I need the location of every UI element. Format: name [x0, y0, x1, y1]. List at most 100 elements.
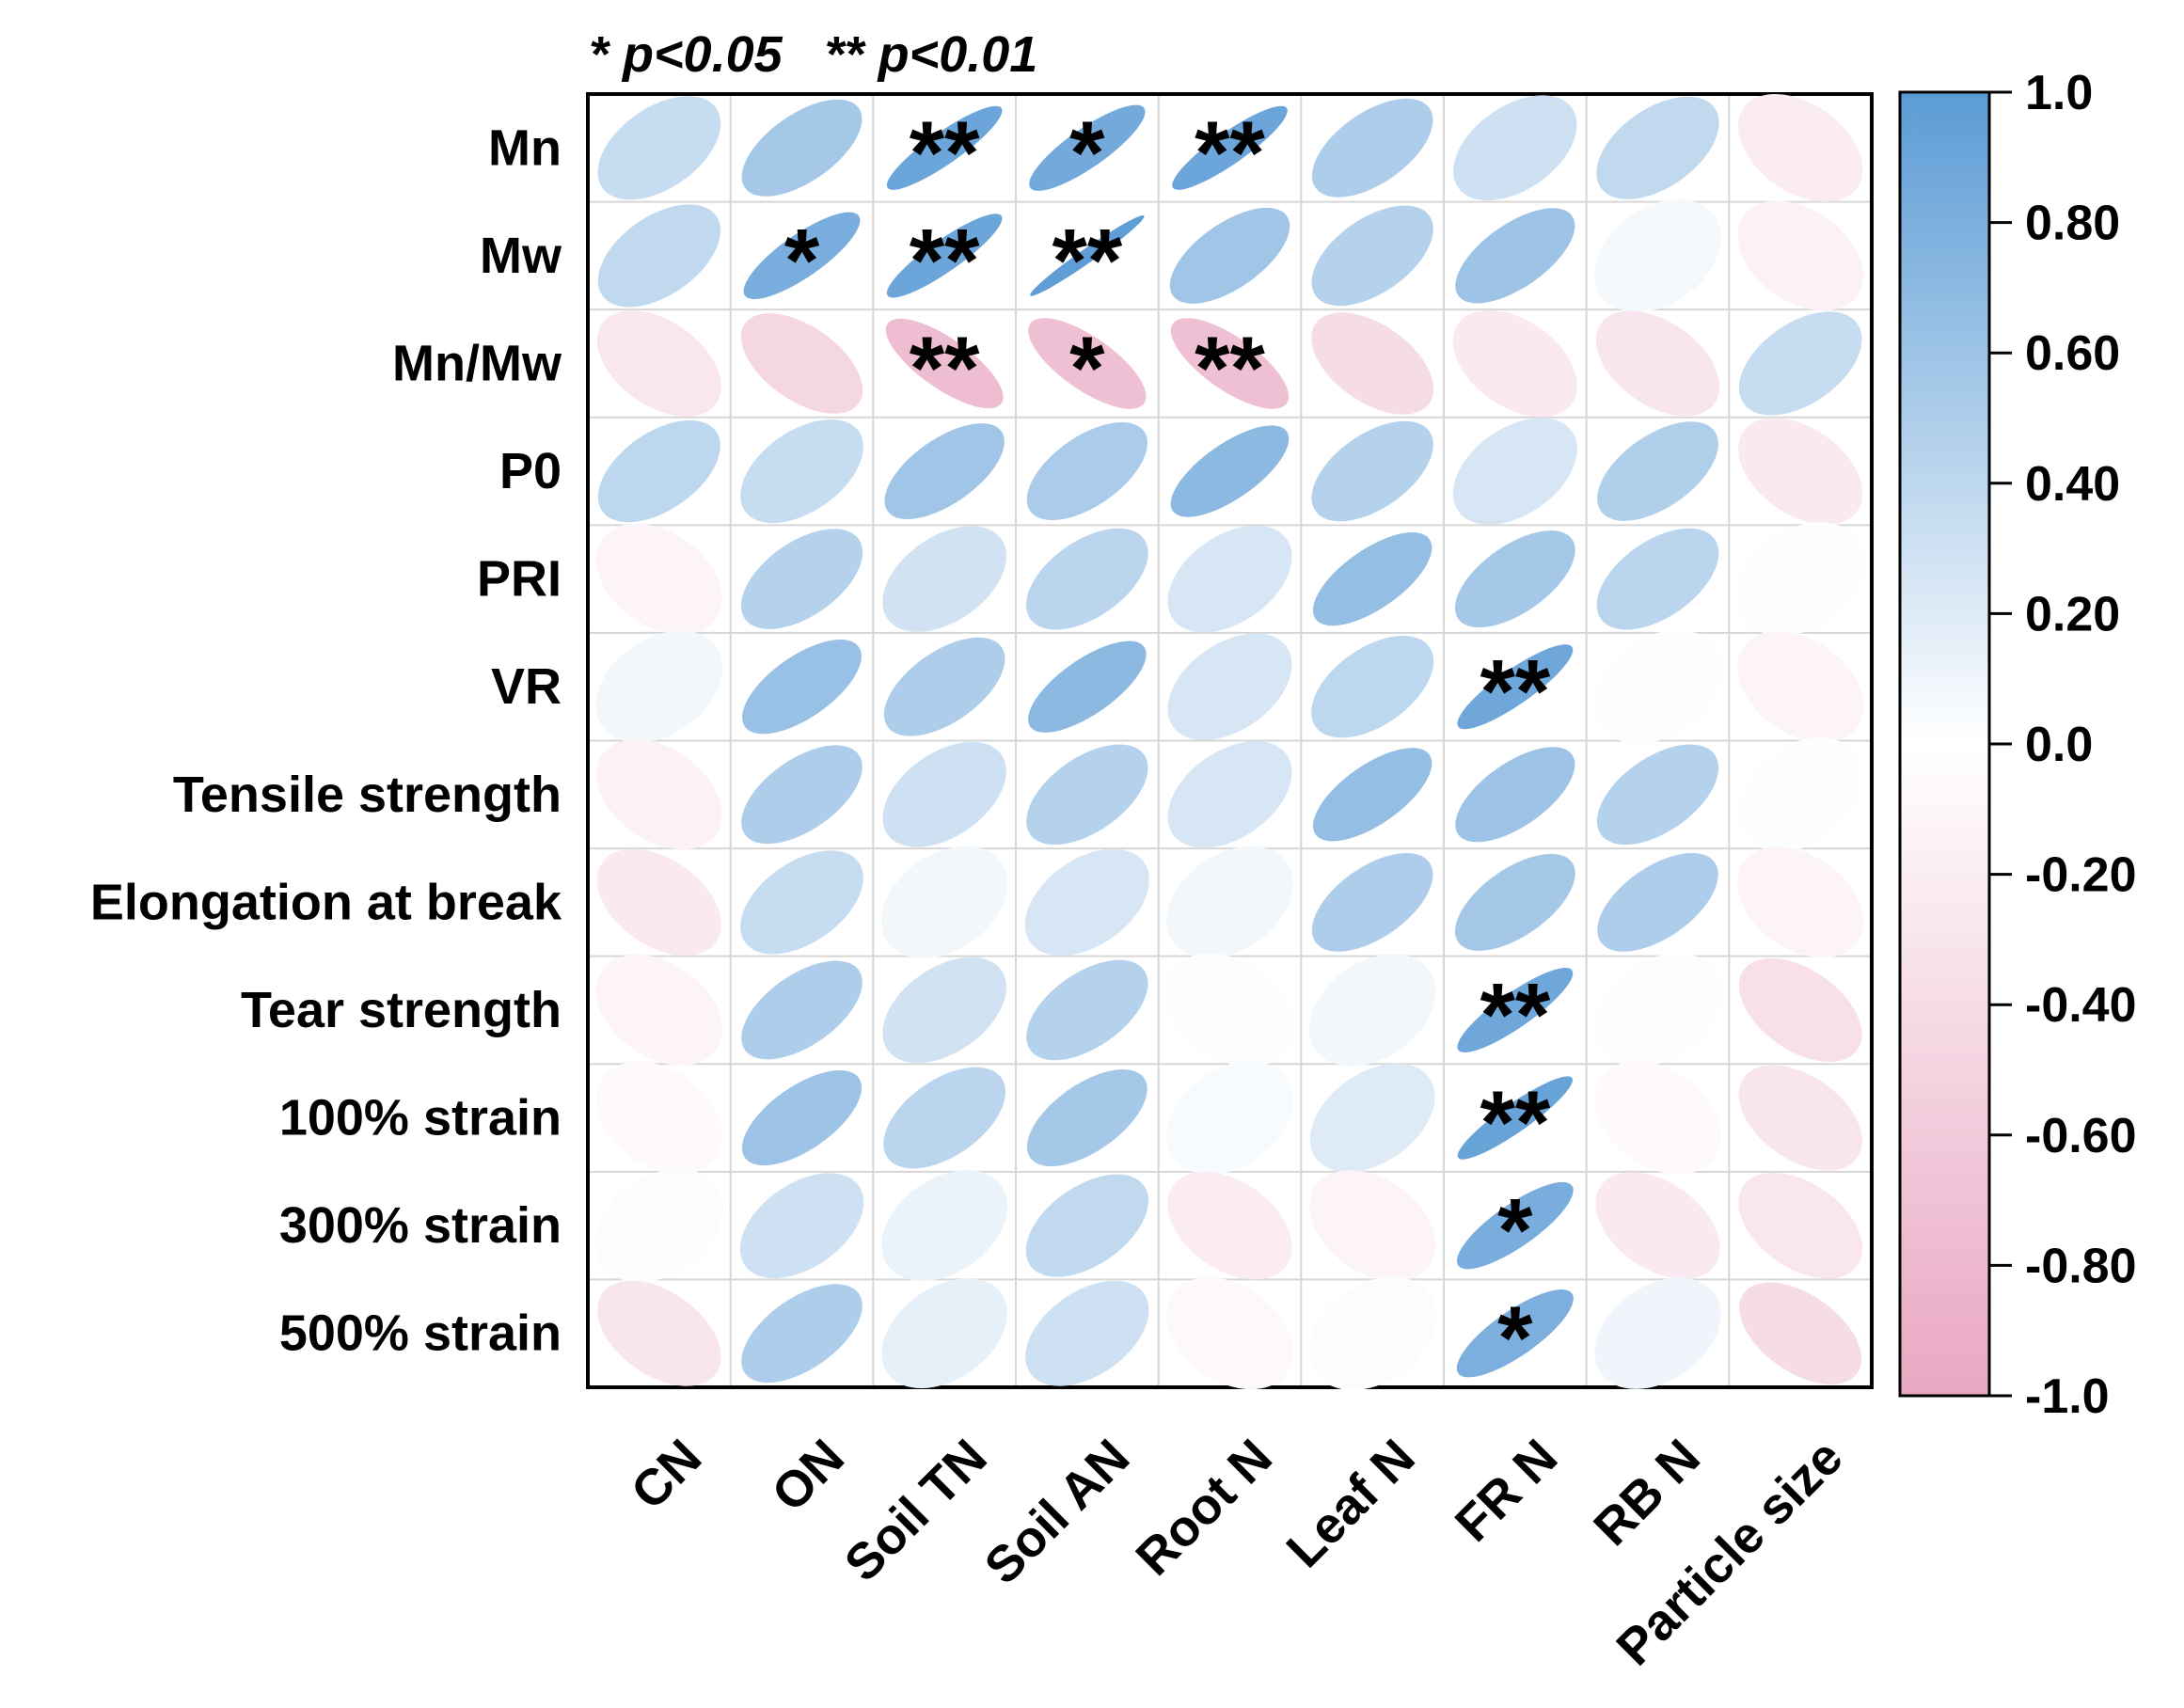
- column-label-cn: CN: [621, 1429, 713, 1521]
- column-label-root-n: Root N: [1125, 1429, 1283, 1587]
- color-bar: [1898, 90, 1991, 1398]
- cell-ellipse-300pct-strain-on: [739, 1173, 864, 1279]
- cell-ellipse-mn-mw-leaf-n: [1311, 312, 1434, 415]
- cell-ellipse-vr-rb-n: [1593, 629, 1722, 744]
- significance-star-100pct-strain-fr-n: **: [1480, 1073, 1550, 1174]
- significance-star-mw-on: *: [784, 211, 820, 311]
- cell-ellipse-100pct-strain-particle-size: [1738, 1065, 1862, 1171]
- cell-ellipse-mn-leaf-n: [1311, 98, 1433, 198]
- significance-star-500pct-strain-fr-n: *: [1497, 1289, 1533, 1389]
- cell-ellipse-mw-rb-n: [1594, 199, 1721, 312]
- cell-ellipse-pri-rb-n: [1596, 528, 1719, 630]
- cell-ellipse-tensile-strength-on: [741, 745, 863, 845]
- cell-ellipse-300pct-strain-rb-n: [1595, 1172, 1720, 1279]
- column-label-soil-tn: Soil TN: [834, 1429, 998, 1592]
- cell-ellipse-300pct-strain-soil-tn: [881, 1170, 1008, 1282]
- cell-ellipse-mn-root-n: [1172, 105, 1288, 190]
- significance-star-tear-strength-fr-n: **: [1480, 965, 1550, 1066]
- color-bar-tick-label: -1.0: [2025, 1369, 2110, 1424]
- matrix-cells: ** * *** ** **** * **********: [595, 94, 1864, 1391]
- cell-ellipse-mn-mw-cn: [596, 310, 721, 417]
- cell-ellipse-500pct-strain-root-n: [1166, 1277, 1293, 1390]
- cell-ellipse-mn-mw-soil-an: [1028, 318, 1147, 409]
- significance-star-vr-fr-n: **: [1480, 641, 1550, 742]
- cell-ellipse-100pct-strain-rb-n: [1594, 1061, 1721, 1175]
- cell-ellipse-mw-particle-size: [1737, 200, 1863, 311]
- cell-ellipse-mn-mw-particle-size: [1738, 311, 1862, 416]
- cell-ellipse-pri-on: [740, 529, 863, 629]
- cell-ellipse-mn-rb-n: [1596, 96, 1719, 199]
- cell-ellipse-elongation-at-break-soil-an: [1024, 848, 1149, 957]
- cell-ellipse-500pct-strain-cn: [597, 1280, 721, 1386]
- cell-ellipse-100pct-strain-root-n: [1165, 1061, 1294, 1175]
- cell-ellipse-mw-soil-tn: [886, 214, 1003, 298]
- cell-ellipse-vr-particle-size: [1737, 631, 1864, 743]
- cell-ellipse-vr-root-n: [1167, 633, 1292, 740]
- cell-ellipse-300pct-strain-root-n: [1167, 1171, 1292, 1280]
- cell-ellipse-vr-cn: [595, 630, 723, 743]
- cell-ellipse-pri-fr-n: [1454, 530, 1575, 628]
- row-label-300pct-strain: 300% strain: [279, 1197, 562, 1254]
- cell-ellipse-tear-strength-on: [741, 960, 863, 1060]
- cell-ellipse-100pct-strain-cn: [595, 1061, 723, 1175]
- cell-ellipse-tensile-strength-fr-n: [1455, 747, 1575, 843]
- cell-ellipse-300pct-strain-cn: [595, 1168, 723, 1283]
- row-label-mw: Mw: [480, 228, 562, 284]
- cell-ellipse-tensile-strength-cn: [596, 739, 722, 850]
- cell-ellipse-tear-strength-particle-size: [1738, 957, 1862, 1063]
- cell-ellipse-500pct-strain-leaf-n: [1308, 1276, 1436, 1391]
- cell-ellipse-vr-soil-tn: [883, 637, 1005, 736]
- cell-ellipse-vr-leaf-n: [1311, 636, 1434, 738]
- row-label-100pct-strain: 100% strain: [279, 1090, 562, 1147]
- cell-ellipse-tear-strength-root-n: [1165, 953, 1294, 1068]
- column-label-soil-an: Soil AN: [974, 1429, 1141, 1595]
- significance-star-mn-mw-root-n: **: [1195, 318, 1265, 419]
- cell-ellipse-pri-soil-tn: [882, 526, 1007, 632]
- color-bar-tick-label: -0.80: [2025, 1239, 2137, 1293]
- cell-ellipse-tensile-strength-leaf-n: [1312, 748, 1432, 842]
- cell-ellipse-pri-soil-an: [1025, 528, 1148, 630]
- cell-ellipse-pri-particle-size: [1736, 522, 1864, 637]
- cell-ellipse-tear-strength-rb-n: [1593, 953, 1722, 1068]
- color-bar-tick-label: 0.40: [2025, 457, 2120, 512]
- row-label-mn: Mn: [488, 119, 562, 176]
- cell-ellipse-500pct-strain-particle-size: [1739, 1282, 1862, 1384]
- cell-ellipse-elongation-at-break-root-n: [1166, 846, 1293, 958]
- cell-ellipse-500pct-strain-fr-n: [1456, 1289, 1574, 1378]
- cell-ellipse-elongation-at-break-rb-n: [1597, 852, 1718, 952]
- significance-star-mw-soil-tn: **: [910, 211, 980, 311]
- cell-ellipse-pri-root-n: [1167, 525, 1292, 633]
- cell-ellipse-mw-soil-an: [1030, 215, 1145, 296]
- cell-ellipse-tensile-strength-particle-size: [1736, 737, 1864, 852]
- color-bar-tick-label: -0.20: [2025, 848, 2137, 903]
- cell-ellipse-tensile-strength-soil-an: [1026, 744, 1148, 846]
- cell-ellipse-mn-soil-an: [1029, 104, 1146, 191]
- cell-ellipse-p0-soil-tn: [884, 423, 1005, 519]
- cell-ellipse-mn-soil-tn: [886, 105, 1003, 190]
- row-label-vr: VR: [491, 658, 562, 715]
- significance-star-mn-root-n: **: [1195, 103, 1265, 203]
- cell-ellipse-tear-strength-soil-tn: [882, 957, 1007, 1064]
- column-label-on: ON: [761, 1429, 855, 1523]
- color-bar-tick-label: 0.60: [2025, 326, 2120, 381]
- cell-ellipse-p0-rb-n: [1597, 421, 1718, 521]
- cell-ellipse-tensile-strength-rb-n: [1596, 744, 1719, 846]
- significance-star-mn-mw-soil-tn: **: [910, 318, 980, 419]
- cell-ellipse-p0-soil-an: [1026, 421, 1147, 521]
- cell-ellipse-p0-cn: [597, 419, 720, 523]
- cell-ellipse-100pct-strain-soil-tn: [883, 1067, 1006, 1169]
- cell-ellipse-500pct-strain-soil-tn: [881, 1278, 1007, 1389]
- cell-ellipse-mn-fr-n: [1453, 95, 1577, 201]
- cell-ellipse-elongation-at-break-particle-size: [1737, 846, 1864, 958]
- cell-ellipse-p0-on: [740, 419, 863, 524]
- cell-ellipse-500pct-strain-rb-n: [1594, 1277, 1721, 1389]
- cell-ellipse-pri-leaf-n: [1312, 532, 1432, 626]
- cell-ellipse-mw-on: [743, 212, 861, 300]
- cell-ellipse-elongation-at-break-soil-tn: [880, 846, 1008, 958]
- cell-ellipse-mn-mw-on: [740, 313, 863, 414]
- cell-ellipse-tensile-strength-soil-tn: [882, 741, 1006, 847]
- cell-ellipse-mn-on: [741, 99, 863, 197]
- cell-ellipse-vr-fr-n: [1457, 644, 1574, 730]
- significance-star-mn-soil-an: *: [1069, 103, 1105, 203]
